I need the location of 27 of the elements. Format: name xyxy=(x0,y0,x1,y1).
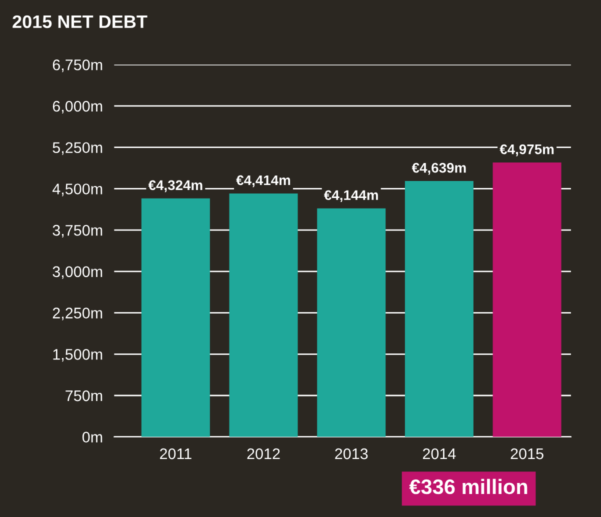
y-tick-label: 6,750m xyxy=(52,59,102,72)
bar xyxy=(141,198,210,437)
y-tick-label: 3,750m xyxy=(52,224,102,238)
data-label: €4,975m xyxy=(500,144,554,156)
y-tick-label: 1,500m xyxy=(53,349,102,362)
x-tick-label: 2012 xyxy=(247,448,280,460)
y-tick-label: 6,000m xyxy=(52,100,102,114)
data-label: €4,414m xyxy=(236,175,290,188)
bar xyxy=(492,162,562,437)
text: €336 million xyxy=(409,478,528,494)
chart-title: 2015 NET DEBT xyxy=(12,15,148,28)
x-tick-label: 2015 xyxy=(510,448,544,460)
y-tick-label: 0m xyxy=(82,432,102,443)
y-tick-label: 3,000m xyxy=(52,266,102,279)
y-tick-label: 750m xyxy=(66,390,102,402)
x-tick-label: 2014 xyxy=(422,448,456,460)
y-tick-label: 2,250m xyxy=(52,308,102,320)
y-tick-label: 4,500m xyxy=(52,184,102,196)
data-label: €4,324m xyxy=(148,180,202,192)
x-tick-label: 2011 xyxy=(160,448,192,460)
bar xyxy=(317,208,386,437)
y-tick-label: 5,250m xyxy=(52,142,102,155)
data-label: €4,639m xyxy=(412,162,466,175)
x-tick-label: 2013 xyxy=(335,448,368,460)
bar xyxy=(404,181,474,437)
bar xyxy=(229,193,298,437)
data-label: €4,144m xyxy=(324,190,378,202)
